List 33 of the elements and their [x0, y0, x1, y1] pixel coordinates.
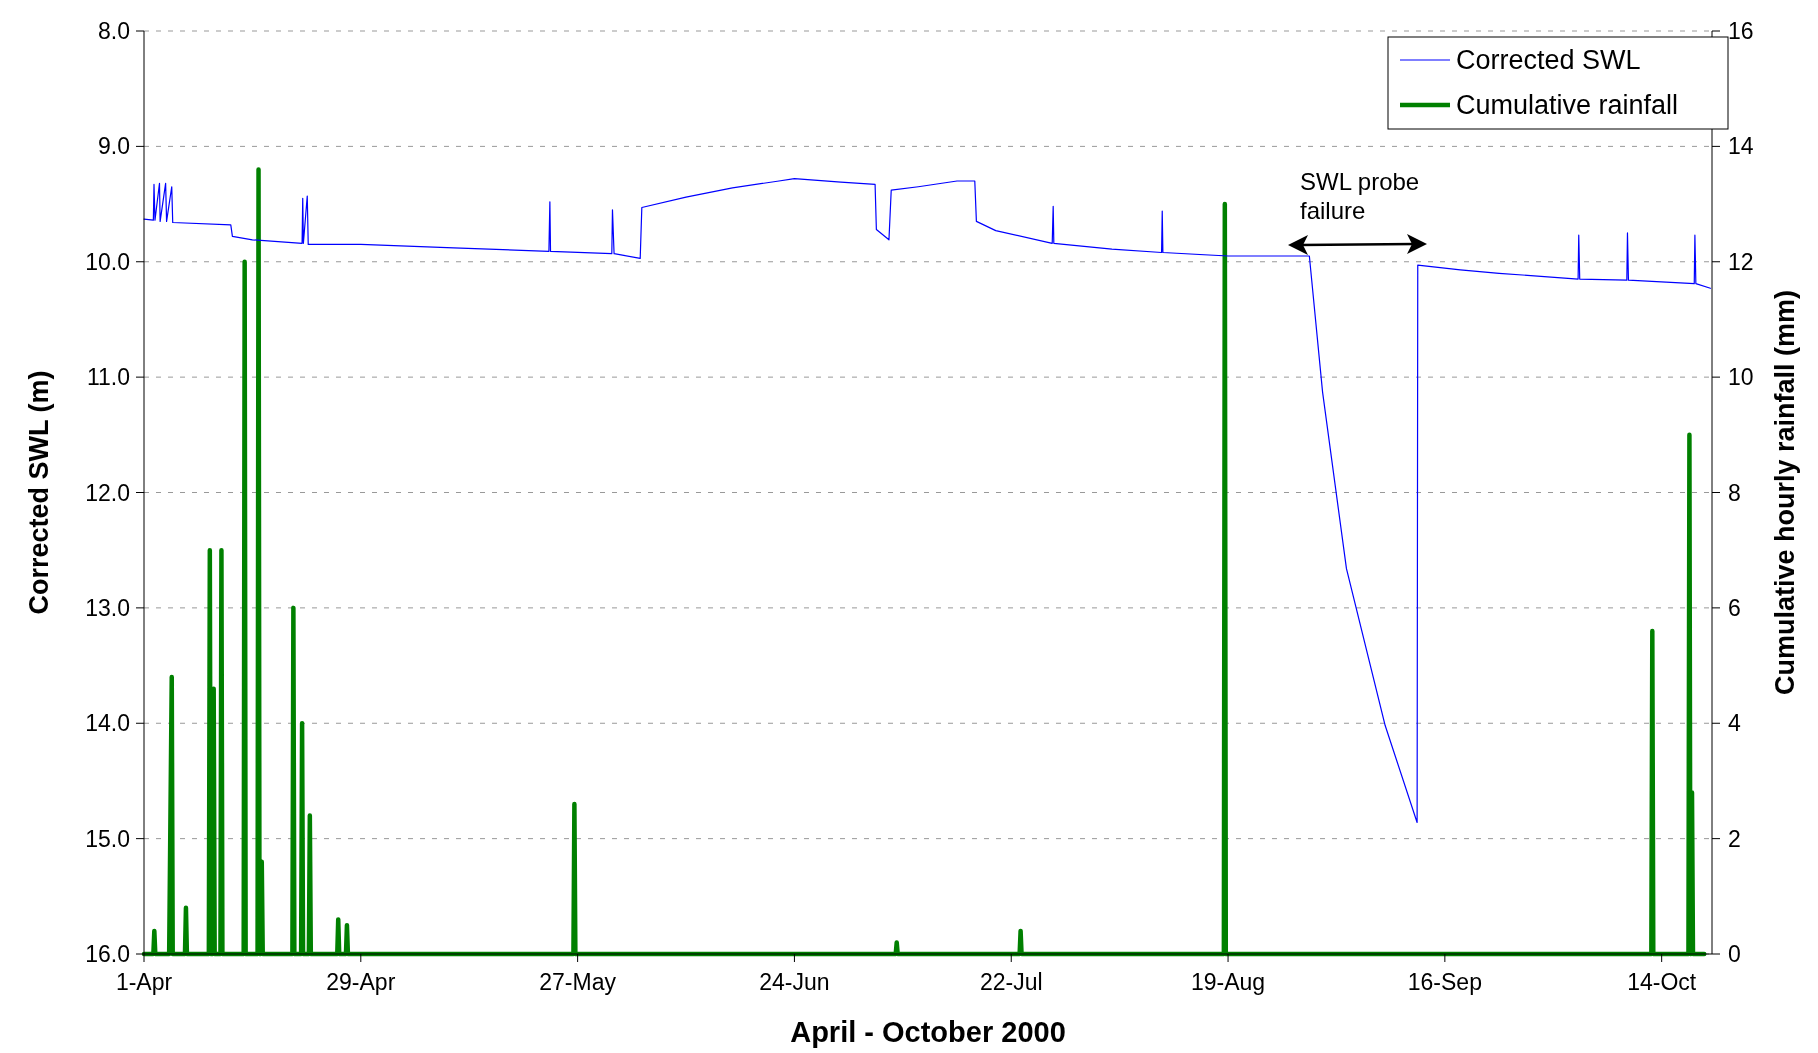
- y2-tick-label: 10: [1728, 364, 1754, 391]
- y-tick-label: 15.0: [85, 825, 130, 852]
- annotation: SWL probe failure: [1300, 168, 1420, 224]
- y2-tick-label: 16: [1728, 18, 1754, 44]
- x-tick-label: 27-May: [539, 969, 617, 995]
- y2-tick-label: 2: [1728, 825, 1741, 852]
- x-axis-title: April - October 2000: [790, 1016, 1066, 1048]
- y-tick-label: 10.0: [85, 248, 130, 275]
- y-tick-label: 12.0: [85, 479, 130, 506]
- y2-tick-label: 0: [1728, 941, 1741, 967]
- y-tick-label: 8.0: [98, 18, 130, 44]
- y2-tick-label: 12: [1728, 248, 1754, 275]
- y-tick-label: 9.0: [98, 133, 130, 160]
- y-axis-title: Corrected SWL (m): [24, 370, 54, 615]
- x-tick-label: 19-Aug: [1190, 969, 1266, 995]
- y2-tick-label: 14: [1728, 133, 1754, 160]
- legend-label: Cumulative rainfall: [1456, 90, 1679, 120]
- y-tick-label: 11.0: [86, 364, 130, 391]
- line-series: [141, 167, 1707, 957]
- y2-tick-label: 4: [1728, 710, 1741, 737]
- y-tick-label: 13.0: [85, 594, 130, 621]
- y2-axis-title: Cumulative hourly rainfall (mm): [1770, 289, 1800, 696]
- y2-tick-label: 8: [1728, 479, 1741, 506]
- y2-tick-label: 6: [1728, 594, 1741, 621]
- y-tick-label: 14.0: [85, 710, 130, 737]
- legend-label: Corrected SWL: [1456, 45, 1641, 75]
- y-tick-label: 16.0: [85, 941, 130, 967]
- x-tick-label: 29-Apr: [326, 969, 396, 995]
- x-tick-label: 14-Oct: [1627, 969, 1697, 995]
- x-tick-label: 24-Jun: [759, 969, 830, 995]
- x-tick-label: 1-Apr: [115, 969, 173, 995]
- x-tick-label: 22-Jul: [979, 969, 1043, 995]
- x-tick-label: 16-Sep: [1407, 969, 1482, 995]
